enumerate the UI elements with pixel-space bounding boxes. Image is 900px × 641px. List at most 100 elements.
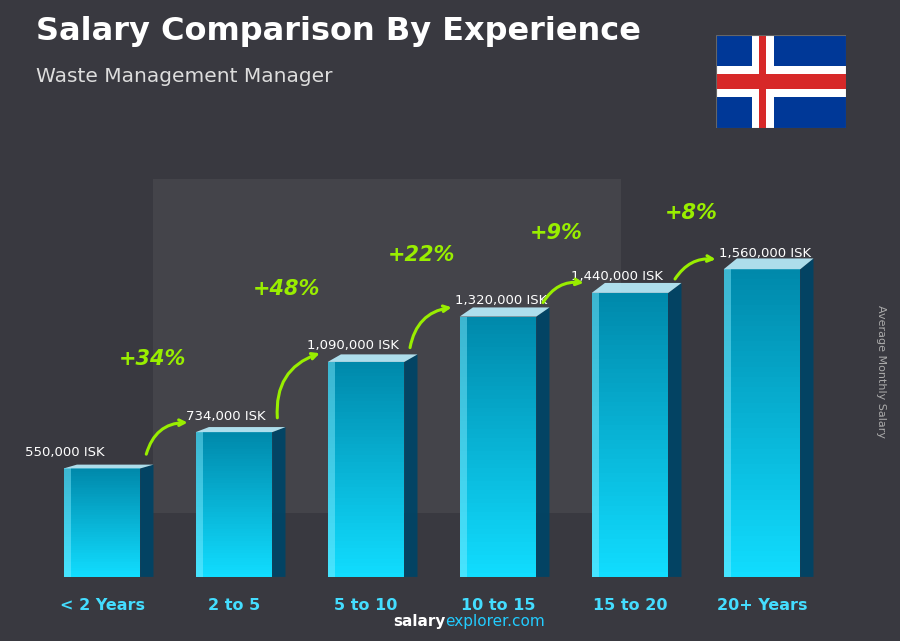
Polygon shape xyxy=(64,465,154,469)
Bar xyxy=(724,490,800,495)
Bar xyxy=(460,525,536,529)
Bar xyxy=(195,437,273,439)
Bar xyxy=(328,548,404,552)
Bar xyxy=(724,300,800,305)
Bar xyxy=(724,285,800,290)
Text: Average Monthly Salary: Average Monthly Salary xyxy=(877,305,886,438)
Bar xyxy=(64,553,140,555)
Bar xyxy=(591,515,669,520)
Bar xyxy=(328,408,404,412)
Bar xyxy=(591,449,669,454)
Bar xyxy=(328,426,404,430)
Bar xyxy=(460,438,536,442)
Bar xyxy=(460,486,536,490)
Bar xyxy=(328,516,404,520)
Bar xyxy=(195,480,273,483)
Bar xyxy=(195,504,273,507)
Bar xyxy=(460,451,536,455)
Bar xyxy=(724,397,800,403)
Bar xyxy=(591,426,669,430)
Bar xyxy=(460,547,536,551)
Bar xyxy=(64,470,140,472)
Bar xyxy=(591,539,669,544)
Bar xyxy=(724,562,800,567)
Bar xyxy=(328,491,404,494)
Bar xyxy=(724,331,800,336)
Bar xyxy=(195,538,273,541)
Bar xyxy=(64,506,140,508)
Bar xyxy=(460,490,536,494)
Bar xyxy=(195,432,273,435)
Bar xyxy=(591,312,669,317)
Bar xyxy=(195,507,273,510)
Polygon shape xyxy=(800,258,814,577)
Bar xyxy=(591,402,669,406)
Polygon shape xyxy=(273,427,285,577)
Bar xyxy=(591,420,669,426)
Bar xyxy=(64,546,140,548)
Bar xyxy=(195,541,273,543)
Bar xyxy=(328,480,404,484)
Bar xyxy=(195,461,273,463)
Bar xyxy=(195,454,273,456)
Bar xyxy=(195,483,273,485)
Bar xyxy=(195,470,273,473)
Bar xyxy=(64,559,140,561)
Polygon shape xyxy=(724,258,814,269)
Bar xyxy=(64,575,140,577)
Text: 1,090,000 ISK: 1,090,000 ISK xyxy=(307,339,399,353)
Bar xyxy=(591,549,669,553)
Bar xyxy=(195,485,273,488)
Bar xyxy=(328,520,404,523)
Bar xyxy=(328,498,404,502)
Bar xyxy=(460,317,467,577)
Bar xyxy=(64,512,140,513)
Bar xyxy=(328,538,404,541)
Bar xyxy=(64,515,140,517)
Bar xyxy=(328,362,404,365)
Bar xyxy=(724,459,800,464)
Bar xyxy=(591,307,669,312)
Bar xyxy=(195,476,273,478)
Bar xyxy=(64,564,140,566)
Bar xyxy=(328,502,404,505)
Bar xyxy=(328,541,404,545)
Bar xyxy=(460,564,536,568)
Bar xyxy=(724,541,800,546)
Bar xyxy=(591,293,669,297)
Bar xyxy=(328,419,404,423)
Bar xyxy=(460,447,536,451)
Bar xyxy=(724,315,800,320)
Bar xyxy=(460,364,536,369)
Bar xyxy=(64,562,140,564)
Bar xyxy=(591,501,669,506)
Bar xyxy=(64,531,140,533)
Bar xyxy=(591,293,599,577)
Bar xyxy=(460,455,536,460)
Text: Waste Management Manager: Waste Management Manager xyxy=(36,67,332,87)
Bar xyxy=(591,458,669,463)
Bar xyxy=(724,536,800,541)
Bar xyxy=(460,321,536,325)
Bar xyxy=(724,551,800,556)
Bar xyxy=(195,526,273,529)
Bar xyxy=(460,420,536,425)
Bar xyxy=(724,326,800,331)
Bar xyxy=(195,562,273,565)
Bar xyxy=(460,325,536,329)
Bar xyxy=(591,354,669,359)
Bar xyxy=(195,459,273,461)
Bar xyxy=(328,570,404,573)
Bar xyxy=(195,451,273,454)
Bar xyxy=(328,512,404,516)
Bar xyxy=(591,520,669,525)
Bar xyxy=(724,295,800,300)
Bar xyxy=(460,503,536,508)
Bar xyxy=(591,454,669,458)
Bar xyxy=(724,531,800,536)
Bar xyxy=(195,565,273,567)
Bar xyxy=(724,336,800,341)
Bar xyxy=(460,373,536,378)
Text: +48%: +48% xyxy=(253,279,320,299)
Bar xyxy=(591,340,669,345)
